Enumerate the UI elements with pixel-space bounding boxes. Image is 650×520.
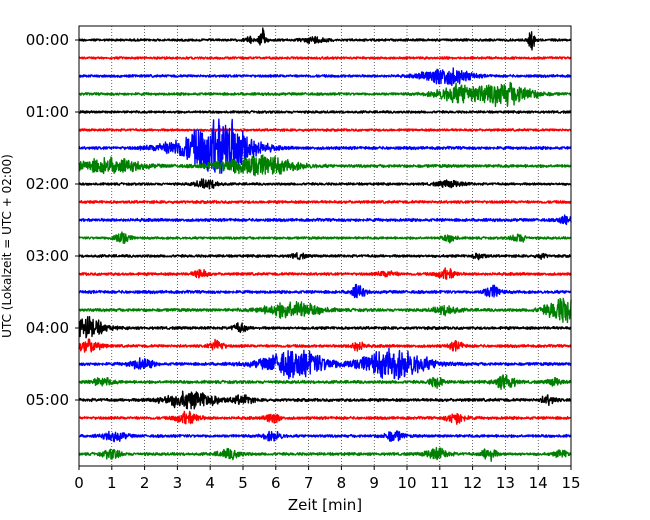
trace-red xyxy=(78,338,572,353)
trace-black xyxy=(78,110,572,114)
x-tick-label: 11 xyxy=(430,474,449,492)
x-tick-label: 9 xyxy=(369,474,379,492)
trace-blue xyxy=(78,347,572,381)
x-tick-label: 5 xyxy=(238,474,248,492)
trace-black xyxy=(78,251,572,261)
trace-green xyxy=(78,231,572,244)
x-tick-label: 14 xyxy=(529,474,548,492)
y-tick-label: 05:00 xyxy=(26,391,69,409)
x-tick-label: 2 xyxy=(140,474,150,492)
x-tick-label: 10 xyxy=(397,474,416,492)
x-axis-ticks: 0 1 2 3 4 5 6 7 8 9 10 11 12 13 14 15 xyxy=(74,466,581,492)
trace-red xyxy=(78,410,572,425)
trace-blue xyxy=(78,214,572,226)
x-axis-label: Zeit [min] xyxy=(288,496,362,514)
trace-green xyxy=(78,374,572,390)
seismic-traces xyxy=(78,27,572,462)
trace-blue xyxy=(78,283,572,299)
trace-red xyxy=(78,199,572,205)
x-tick-label: 7 xyxy=(304,474,314,492)
y-tick-label: 04:00 xyxy=(26,319,69,337)
trace-green xyxy=(78,297,572,324)
trace-green xyxy=(78,154,572,177)
y-axis-label: UTC (Lokalzeit = UTC + 02:00) xyxy=(0,154,14,338)
trace-blue xyxy=(78,67,572,87)
y-tick-label: 03:00 xyxy=(26,247,69,265)
x-tick-label: 3 xyxy=(173,474,183,492)
x-tick-label: 1 xyxy=(107,474,117,492)
y-tick-label: 01:00 xyxy=(26,103,69,121)
x-tick-label: 0 xyxy=(74,474,84,492)
trace-green xyxy=(78,446,572,462)
trace-red xyxy=(78,56,572,60)
trace-red xyxy=(78,128,572,132)
plot-frame xyxy=(78,25,572,467)
trace-black xyxy=(78,27,572,51)
y-axis-ticks: 00:00 01:00 02:00 03:00 04:00 05:00 xyxy=(26,31,79,409)
trace-blue xyxy=(78,118,572,174)
x-tick-label: 6 xyxy=(271,474,281,492)
trace-blue xyxy=(78,430,572,443)
x-tick-label: 13 xyxy=(496,474,515,492)
trace-red xyxy=(78,267,572,280)
x-tick-label: 12 xyxy=(463,474,482,492)
trace-green xyxy=(78,81,572,108)
x-tick-label: 15 xyxy=(561,474,580,492)
x-tick-label: 8 xyxy=(337,474,347,492)
trace-black xyxy=(78,315,572,339)
y-tick-label: 00:00 xyxy=(26,31,69,49)
trace-black xyxy=(78,178,572,190)
x-tick-label: 4 xyxy=(205,474,215,492)
trace-black xyxy=(78,390,572,410)
grid-lines xyxy=(111,26,539,466)
y-tick-label: 02:00 xyxy=(26,175,69,193)
